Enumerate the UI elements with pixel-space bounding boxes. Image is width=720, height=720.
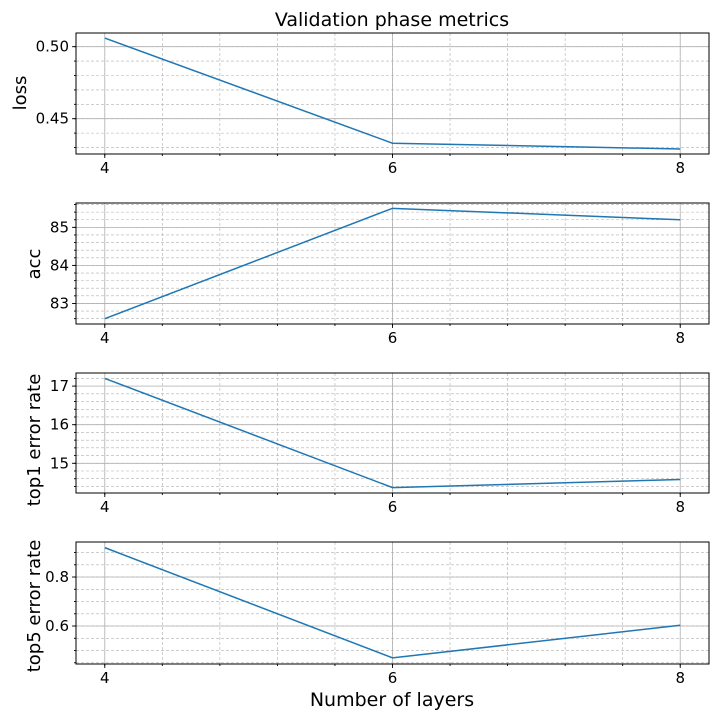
axes-frame [75, 32, 710, 155]
subplot-1: 0.45 0.50 4 6 8 loss [10, 32, 710, 177]
x-tick-label: 4 [100, 329, 110, 347]
x-tick-label: 8 [675, 498, 685, 516]
x-tick-label: 4 [100, 669, 110, 687]
x-tick-label: 8 [675, 159, 685, 177]
axes-frame [75, 541, 710, 665]
y-tick-label: 0.6 [45, 617, 69, 635]
x-tick-label: 6 [388, 669, 398, 687]
y-axis-label: top1 error rate [24, 374, 45, 507]
x-tick-label: 6 [388, 498, 398, 516]
x-axis-label: Number of layers [310, 689, 474, 711]
subplot-2: 83 84 85 4 6 8 acc [24, 202, 710, 347]
x-tick-label: 6 [388, 329, 398, 347]
axes-frame [75, 372, 710, 494]
y-axis-label: loss [10, 76, 31, 111]
y-tick-label: 0.50 [36, 38, 69, 56]
y-tick-label: 17 [50, 377, 69, 395]
x-tick-label: 6 [388, 159, 398, 177]
y-tick-label: 83 [50, 294, 69, 312]
x-tick-label: 4 [100, 498, 110, 516]
subplot-4: 0.6 0.8 4 6 8 top5 error rate [24, 540, 710, 687]
y-tick-label: 84 [50, 256, 69, 274]
x-tick-label: 8 [675, 669, 685, 687]
axes-frame [75, 202, 710, 325]
y-tick-label: 85 [50, 218, 69, 236]
y-tick-label: 16 [50, 416, 69, 434]
y-tick-label: 0.8 [45, 568, 69, 586]
y-tick-label: 0.45 [36, 110, 69, 128]
figure-title: Validation phase metrics [275, 9, 509, 31]
y-axis-label: acc [24, 249, 45, 280]
subplot-3: 15 16 17 4 6 8 top1 error rate [24, 372, 710, 516]
x-tick-label: 8 [675, 329, 685, 347]
x-tick-label: 4 [100, 159, 110, 177]
y-tick-label: 15 [50, 454, 69, 472]
y-axis-label: top5 error rate [24, 540, 45, 673]
